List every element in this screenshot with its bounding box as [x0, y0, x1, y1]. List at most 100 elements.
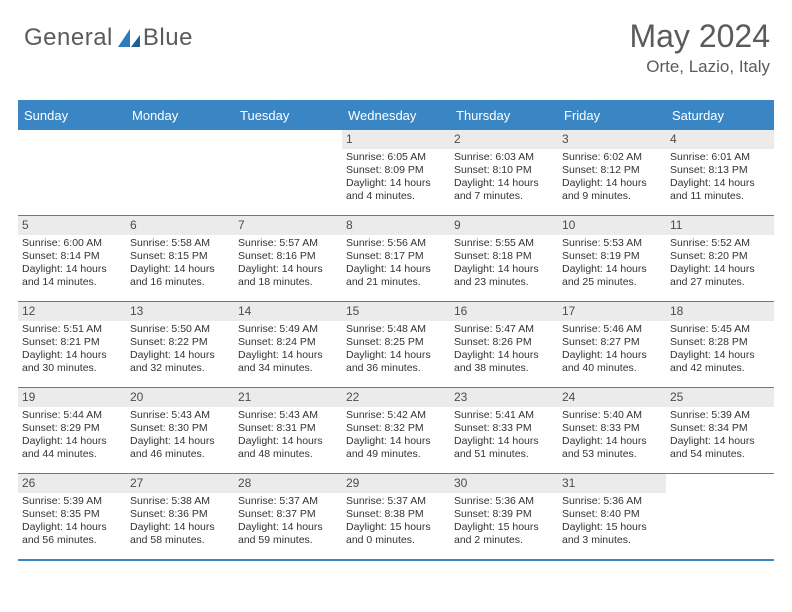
sunset-text: Sunset: 8:17 PM [346, 250, 446, 263]
day-cell: 22Sunrise: 5:42 AMSunset: 8:32 PMDayligh… [342, 388, 450, 473]
dow-thursday: Thursday [450, 102, 558, 130]
day-number: 3 [558, 130, 666, 149]
day-cell: 15 Sunrise: 5:48 AMSunset: 8:25 PMDayligh… [342, 302, 450, 387]
day-number: 17 [558, 302, 666, 321]
day-cell: 6Sunrise: 5:58 AMSunset: 8:15 PMDaylight… [126, 216, 234, 301]
daylight-text: Daylight: 14 hours and 9 minutes. [562, 177, 662, 203]
sunset-text: Sunset: 8:09 PM [346, 164, 446, 177]
sunset-text: Sunset: 8:33 PM [454, 422, 554, 435]
sunset-text: Sunset: 8:33 PM [562, 422, 662, 435]
day-number: 31 [558, 474, 666, 493]
day-number: 11 [666, 216, 774, 235]
sunrise-text: Sunrise: 5:39 AM [670, 409, 770, 422]
sunrise-text: Sunrise: 5:56 AM [346, 237, 446, 250]
sunset-text: Sunset: 8:30 PM [130, 422, 230, 435]
day-cell: 11Sunrise: 5:52 AMSunset: 8:20 PMDayligh… [666, 216, 774, 301]
day-number: 27 [126, 474, 234, 493]
day-cell [666, 474, 774, 559]
daylight-text: Daylight: 14 hours and 21 minutes. [346, 263, 446, 289]
day-cell: 19Sunrise: 5:44 AMSunset: 8:29 PMDayligh… [18, 388, 126, 473]
day-number: 5 [18, 216, 126, 235]
sunrise-text: Sunrise: 5:52 AM [670, 237, 770, 250]
day-cell: 30Sunrise: 5:36 AMSunset: 8:39 PMDayligh… [450, 474, 558, 559]
day-number: 7 [234, 216, 342, 235]
daylight-text: Daylight: 14 hours and 7 minutes. [454, 177, 554, 203]
sunset-text: Sunset: 8:24 PM [238, 336, 338, 349]
sunset-text: Sunset: 8:21 PM [22, 336, 122, 349]
sunrise-text: Sunrise: 5:47 AM [454, 323, 554, 336]
dow-friday: Friday [558, 102, 666, 130]
dow-saturday: Saturday [666, 102, 774, 130]
sunrise-text: Sunrise: 6:01 AM [670, 151, 770, 164]
day-cell: 25Sunrise: 5:39 AMSunset: 8:34 PMDayligh… [666, 388, 774, 473]
daylight-text: Daylight: 14 hours and 23 minutes. [454, 263, 554, 289]
sunrise-text: Sunrise: 5:48 AM [346, 323, 446, 336]
day-number: 15 [342, 302, 450, 321]
day-cell: 28Sunrise: 5:37 AMSunset: 8:37 PMDayligh… [234, 474, 342, 559]
daylight-text: Daylight: 14 hours and 36 minutes. [346, 349, 446, 375]
brand-logo: General Blue [24, 24, 193, 52]
sunset-text: Sunset: 8:13 PM [670, 164, 770, 177]
dow-tuesday: Tuesday [234, 102, 342, 130]
day-number: 14 [234, 302, 342, 321]
day-number: 25 [666, 388, 774, 407]
day-number: 16 [450, 302, 558, 321]
day-cell [126, 130, 234, 215]
sunset-text: Sunset: 8:38 PM [346, 508, 446, 521]
sunset-text: Sunset: 8:25 PM [346, 336, 446, 349]
daylight-text: Daylight: 15 hours and 2 minutes. [454, 521, 554, 547]
daylight-text: Daylight: 14 hours and 40 minutes. [562, 349, 662, 375]
day-cell: 23Sunrise: 5:41 AMSunset: 8:33 PMDayligh… [450, 388, 558, 473]
daylight-text: Daylight: 14 hours and 25 minutes. [562, 263, 662, 289]
sunset-text: Sunset: 8:15 PM [130, 250, 230, 263]
sunset-text: Sunset: 8:18 PM [454, 250, 554, 263]
day-number: 8 [342, 216, 450, 235]
weeks-container: 1Sunrise: 6:05 AMSunset: 8:09 PMDaylight… [18, 130, 774, 559]
daylight-text: Daylight: 14 hours and 56 minutes. [22, 521, 122, 547]
sunrise-text: Sunrise: 5:37 AM [238, 495, 338, 508]
day-number: 23 [450, 388, 558, 407]
sunrise-text: Sunrise: 5:37 AM [346, 495, 446, 508]
sunset-text: Sunset: 8:19 PM [562, 250, 662, 263]
title-block: May 2024 Orte, Lazio, Italy [629, 18, 770, 77]
daylight-text: Daylight: 14 hours and 44 minutes. [22, 435, 122, 461]
day-number: 6 [126, 216, 234, 235]
sunset-text: Sunset: 8:39 PM [454, 508, 554, 521]
daylight-text: Daylight: 14 hours and 11 minutes. [670, 177, 770, 203]
daylight-text: Daylight: 14 hours and 27 minutes. [670, 263, 770, 289]
sunrise-text: Sunrise: 5:38 AM [130, 495, 230, 508]
calendar-grid: Sunday Monday Tuesday Wednesday Thursday… [18, 100, 774, 561]
day-cell: 27Sunrise: 5:38 AMSunset: 8:36 PMDayligh… [126, 474, 234, 559]
daylight-text: Daylight: 14 hours and 59 minutes. [238, 521, 338, 547]
daylight-text: Daylight: 14 hours and 38 minutes. [454, 349, 554, 375]
day-cell [18, 130, 126, 215]
sunrise-text: Sunrise: 5:43 AM [238, 409, 338, 422]
sunrise-text: Sunrise: 5:51 AM [22, 323, 122, 336]
day-number: 13 [126, 302, 234, 321]
daylight-text: Daylight: 14 hours and 14 minutes. [22, 263, 122, 289]
day-cell: 3Sunrise: 6:02 AMSunset: 8:12 PMDaylight… [558, 130, 666, 215]
week-row: 19Sunrise: 5:44 AMSunset: 8:29 PMDayligh… [18, 387, 774, 473]
location-label: Orte, Lazio, Italy [629, 57, 770, 77]
day-cell: 14Sunrise: 5:49 AMSunset: 8:24 PMDayligh… [234, 302, 342, 387]
day-number: 2 [450, 130, 558, 149]
day-cell: 5Sunrise: 6:00 AMSunset: 8:14 PMDaylight… [18, 216, 126, 301]
day-cell: 1Sunrise: 6:05 AMSunset: 8:09 PMDaylight… [342, 130, 450, 215]
sunset-text: Sunset: 8:10 PM [454, 164, 554, 177]
daylight-text: Daylight: 14 hours and 16 minutes. [130, 263, 230, 289]
day-cell: 20Sunrise: 5:43 AMSunset: 8:30 PMDayligh… [126, 388, 234, 473]
sunrise-text: Sunrise: 5:53 AM [562, 237, 662, 250]
sunset-text: Sunset: 8:40 PM [562, 508, 662, 521]
day-number: 21 [234, 388, 342, 407]
logo-text-blue: Blue [143, 24, 193, 52]
day-cell: 2Sunrise: 6:03 AMSunset: 8:10 PMDaylight… [450, 130, 558, 215]
sunset-text: Sunset: 8:14 PM [22, 250, 122, 263]
sunrise-text: Sunrise: 5:55 AM [454, 237, 554, 250]
day-number: 1 [342, 130, 450, 149]
day-cell: 17Sunrise: 5:46 AMSunset: 8:27 PMDayligh… [558, 302, 666, 387]
logo-text-general: General [24, 24, 113, 52]
daylight-text: Daylight: 14 hours and 4 minutes. [346, 177, 446, 203]
daylight-text: Daylight: 14 hours and 30 minutes. [22, 349, 122, 375]
sunset-text: Sunset: 8:27 PM [562, 336, 662, 349]
daylight-text: Daylight: 14 hours and 54 minutes. [670, 435, 770, 461]
